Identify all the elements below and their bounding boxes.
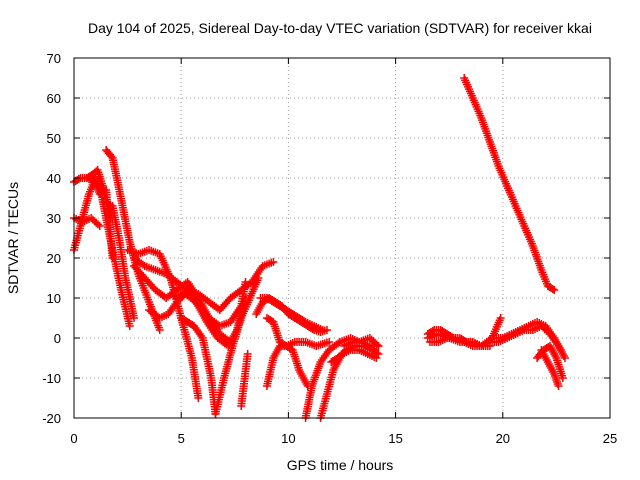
y-tick-label: 50 bbox=[47, 131, 61, 146]
data-point bbox=[74, 175, 83, 183]
series-arc-27 bbox=[460, 74, 559, 294]
data-point bbox=[374, 342, 383, 350]
series-arc-15 bbox=[237, 350, 252, 410]
data-point bbox=[325, 338, 334, 346]
x-tick-label: 5 bbox=[178, 431, 185, 446]
data-point bbox=[318, 326, 327, 334]
y-tick-label: 30 bbox=[47, 211, 61, 226]
x-tick-label: 25 bbox=[603, 431, 617, 446]
data-point bbox=[496, 314, 505, 322]
data-point bbox=[108, 254, 117, 262]
x-tick-label: 15 bbox=[388, 431, 402, 446]
data-point bbox=[243, 350, 252, 358]
data-point bbox=[107, 152, 116, 161]
data-point bbox=[554, 382, 563, 390]
data-point bbox=[125, 322, 134, 330]
series-arc-18 bbox=[262, 314, 312, 390]
x-tick-label: 0 bbox=[70, 431, 77, 446]
y-tick-label: -20 bbox=[42, 411, 61, 426]
data-point bbox=[94, 220, 103, 229]
series-arc-3 bbox=[70, 214, 104, 230]
series-arc-17 bbox=[256, 294, 327, 334]
series-arc-26 bbox=[425, 334, 486, 350]
data-point bbox=[372, 349, 381, 357]
y-tick-label: 40 bbox=[47, 171, 61, 186]
series-arc-14 bbox=[211, 274, 263, 418]
series-arc-12 bbox=[172, 258, 278, 314]
data-point bbox=[374, 350, 383, 358]
data-point bbox=[548, 285, 557, 293]
data-points bbox=[70, 74, 569, 422]
series-arc-19 bbox=[262, 338, 334, 390]
data-point bbox=[558, 374, 567, 382]
data-point bbox=[130, 314, 139, 322]
x-tick-label: 20 bbox=[496, 431, 510, 446]
data-point bbox=[254, 274, 263, 282]
data-point bbox=[269, 258, 278, 266]
y-tick-label: 10 bbox=[47, 291, 61, 306]
y-tick-label: 0 bbox=[54, 331, 61, 346]
series-arc-29 bbox=[490, 318, 565, 354]
y-axis-label: SDTVAR / TECUs bbox=[5, 182, 21, 294]
data-point bbox=[477, 342, 486, 350]
x-axis-label: GPS time / hours bbox=[287, 457, 394, 473]
data-point bbox=[95, 222, 104, 230]
data-point bbox=[194, 394, 203, 402]
y-tick-label: 60 bbox=[47, 91, 61, 106]
data-point bbox=[556, 346, 565, 354]
y-tick-label: 70 bbox=[47, 51, 61, 66]
plot-frame bbox=[73, 57, 611, 419]
data-point bbox=[550, 286, 559, 294]
x-tick-label: 10 bbox=[281, 431, 295, 446]
data-point bbox=[155, 326, 164, 334]
series-arc-31 bbox=[537, 346, 563, 390]
y-tick-label: 20 bbox=[47, 251, 61, 266]
grid-lines bbox=[74, 58, 610, 418]
data-point bbox=[560, 354, 569, 362]
chart-title: Day 104 of 2025, Sidereal Day-to-day VTE… bbox=[88, 20, 592, 36]
series-arc-7 bbox=[100, 198, 139, 322]
axes: 0 5 10 15 20 25 -20 -10 0 10 20 30 40 50 60 70 bbox=[42, 51, 617, 446]
y-tick-label: -10 bbox=[42, 371, 61, 386]
series-arc-23 bbox=[340, 338, 383, 350]
